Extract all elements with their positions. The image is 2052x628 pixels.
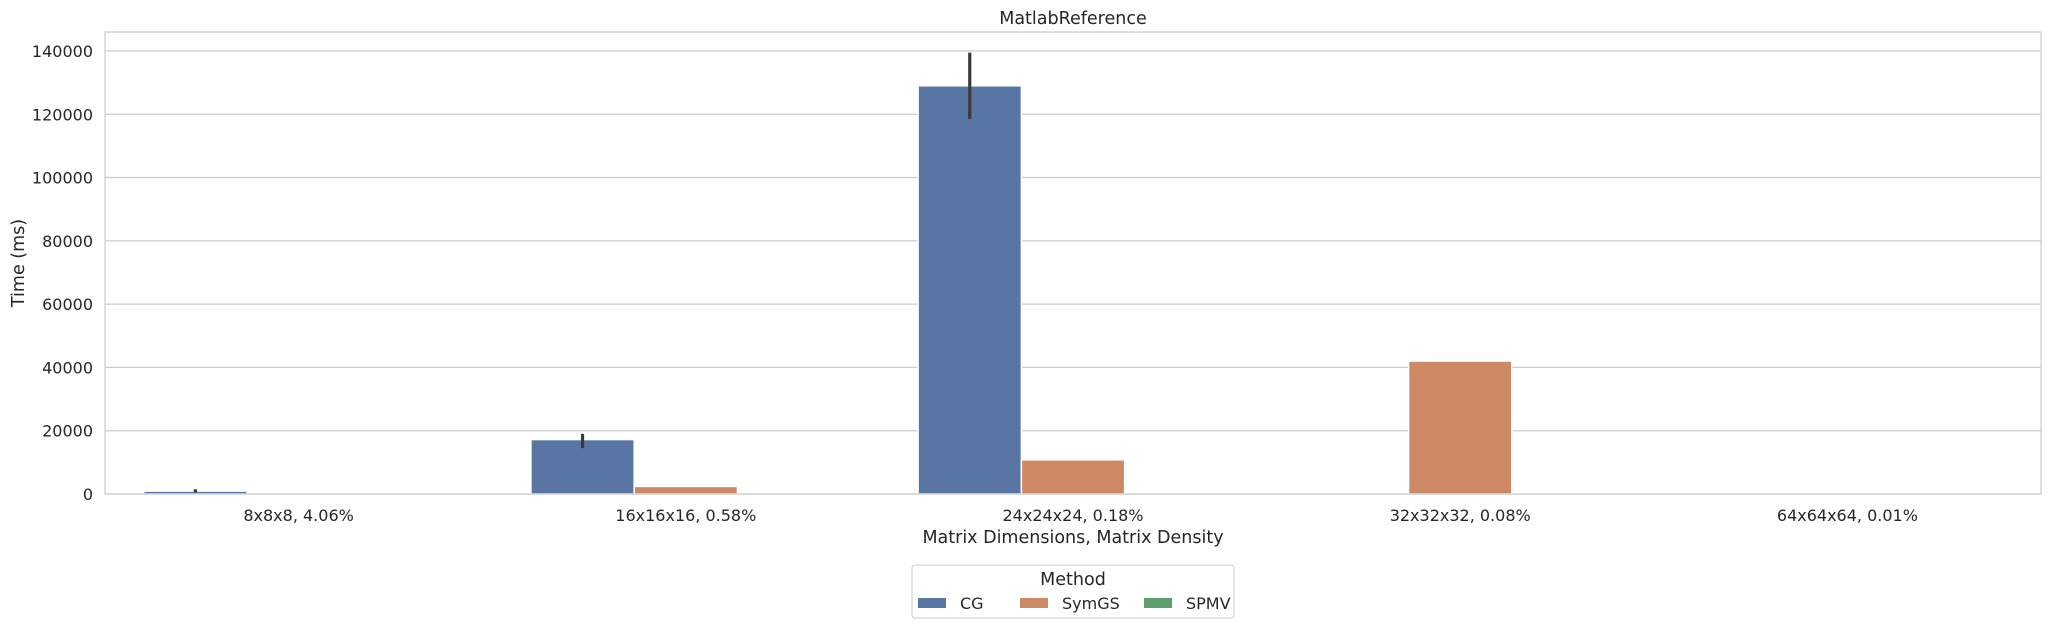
y-tick-label: 60000 xyxy=(42,295,93,314)
y-axis-label: Time (ms) xyxy=(9,219,29,308)
plot-frame xyxy=(104,31,2042,495)
x-tick-label: 8x8x8, 4.06% xyxy=(243,506,353,525)
legend: Method CG SymGS SPMV xyxy=(911,564,1235,619)
chart-title: MatlabReference xyxy=(999,9,1147,29)
y-tick-label: 20000 xyxy=(42,422,93,441)
error-bars xyxy=(193,52,972,493)
plot-area xyxy=(105,32,2041,494)
x-tick-label: 24x24x24, 0.18% xyxy=(1002,506,1143,525)
x-tick-label: 16x16x16, 0.58% xyxy=(615,506,756,525)
y-tick-label: 80000 xyxy=(42,232,93,251)
y-tick-label: 0 xyxy=(83,485,93,504)
y-tick-label: 100000 xyxy=(32,169,93,188)
y-tick-label: 120000 xyxy=(32,105,93,124)
y-tick-labels: 0 20000 40000 60000 80000 100000 120000 140000 xyxy=(32,42,93,504)
x-tick-label: 64x64x64, 0.01% xyxy=(1777,506,1918,525)
legend-items: CG SymGS SPMV xyxy=(918,594,1231,613)
legend-label: CG xyxy=(960,594,984,613)
bars xyxy=(142,85,1513,495)
legend-swatch xyxy=(1144,598,1172,608)
bar xyxy=(917,85,1023,495)
legend-swatch xyxy=(918,598,946,608)
gridlines xyxy=(105,50,2041,495)
legend-label: SPMV xyxy=(1186,594,1231,613)
y-tick-label: 140000 xyxy=(32,42,93,61)
bar xyxy=(1020,459,1126,495)
legend-label: SymGS xyxy=(1062,594,1120,613)
x-tick-label: 32x32x32, 0.08% xyxy=(1390,506,1531,525)
legend-swatch xyxy=(1020,598,1048,608)
y-tick-label: 40000 xyxy=(42,358,93,377)
bar xyxy=(1407,360,1513,495)
bar xyxy=(633,485,739,495)
x-tick-labels: 8x8x8, 4.06% 16x16x16, 0.58% 24x24x24, 0.1… xyxy=(243,506,1918,525)
x-axis-label: Matrix Dimensions, Matrix Density xyxy=(922,528,1223,548)
legend-title: Method xyxy=(1040,570,1106,590)
